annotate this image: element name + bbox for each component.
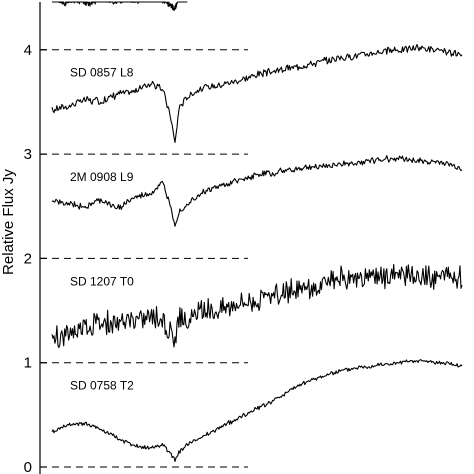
spectrum-line-0 [51, 43, 463, 143]
spectrum-line-1 [51, 155, 463, 227]
y-tick-label-2: 2 [24, 250, 32, 267]
y-tick-label-3: 3 [24, 146, 32, 163]
series-label-0: SD 0857 L8 [70, 66, 134, 80]
y-tick-label-0: 0 [24, 459, 32, 474]
y-tick-label-1: 1 [24, 355, 32, 372]
series-label-1: 2M 0908 L9 [70, 170, 134, 184]
spectrum-line-2 [51, 263, 463, 349]
spectrum-line-3 [51, 359, 463, 463]
series-labels: SD 0857 L8 2M 0908 L9 SD 1207 T0 SD 0758 T2 [70, 66, 134, 393]
y-axis-label: Relative Flux Jy [0, 169, 17, 275]
y-axis-ticks: 0 1 2 3 4 [24, 42, 47, 474]
series-label-2: SD 1207 T0 [70, 274, 134, 288]
y-tick-label-4: 4 [24, 42, 32, 59]
offset-reference-lines [40, 49, 248, 468]
spectrum-line-4 [51, 1, 188, 11]
series-label-3: SD 0758 T2 [70, 379, 134, 393]
spectra-series [51, 1, 463, 463]
